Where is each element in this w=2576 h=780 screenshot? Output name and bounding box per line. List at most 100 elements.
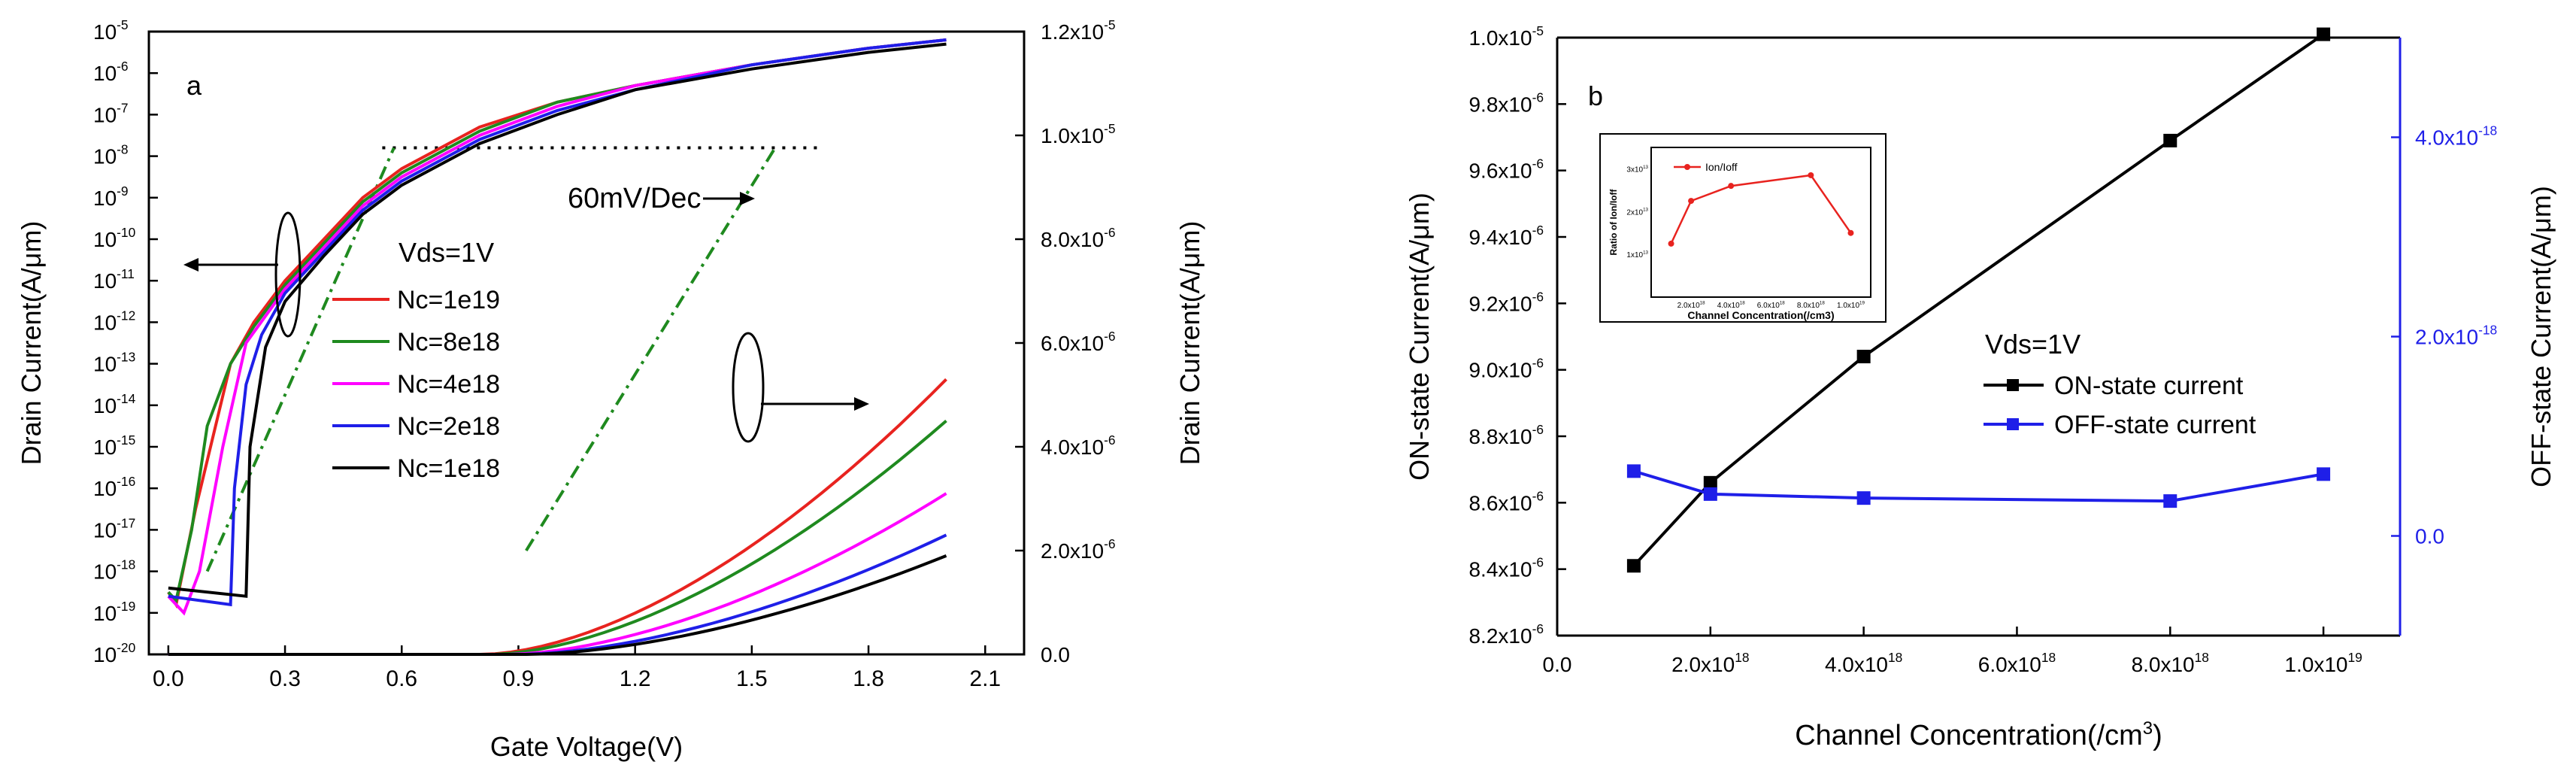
y-left-tick-label-b-text: 8.2x10	[1468, 624, 1532, 648]
y-right-tick-label-b-text: 4.0x10	[2415, 126, 2478, 150]
y-left-tick-label-b-text: 9.0x10	[1468, 359, 1532, 382]
y-left-tick-label-a-exponent: -20	[117, 640, 135, 655]
y-axis-right-label-a: Drain Current(A/μm)	[1174, 221, 1205, 466]
y-left-tick-label-a-text: 10	[93, 187, 117, 210]
x-tick-label-b-exponent: 18	[1888, 650, 1902, 665]
log-curve-nc-1e19	[167, 38, 947, 609]
x-axis-label-b-sup: 3	[2143, 718, 2153, 739]
x-tick-label-a: 0.9	[503, 666, 535, 691]
y-left-tick-label-a-text: 10	[93, 477, 117, 500]
y-left-tick-label-b-exponent: -6	[1532, 90, 1544, 105]
y-left-tick-label-a-exponent: -5	[117, 17, 128, 32]
y-left-tick-label-b-exponent: -6	[1532, 422, 1544, 437]
y-left-tick-label-a: 10-11	[93, 266, 135, 293]
series-point-1	[1703, 487, 1717, 501]
y-left-tick-label-b-text: 8.4x10	[1468, 558, 1532, 581]
x-tick-label-a: 0.3	[269, 666, 301, 691]
legend-label-a: Nc=8e18	[397, 328, 500, 357]
y-left-tick-label-b-exponent: -6	[1532, 621, 1544, 636]
selection-ellipse-left	[274, 211, 302, 338]
y-left-tick-label-b-exponent: -6	[1532, 488, 1544, 503]
y-left-tick-label-b-exponent: -6	[1532, 289, 1544, 304]
legend-label-a: Nc=1e18	[397, 454, 500, 483]
y-left-tick-label-b: 9.6x10-6	[1468, 156, 1544, 183]
slope-annotation-arrow-head	[740, 192, 755, 205]
y-right-tick-label-a: 2.0x10-6	[1041, 536, 1116, 563]
inset-y-tick-label: 3x1013	[1626, 165, 1648, 175]
y-right-tick-label-b: 0.0	[2415, 525, 2444, 548]
y-left-tick-label-b: 9.0x10-6	[1468, 356, 1544, 382]
y-left-tick-label-a-exponent: -14	[117, 391, 135, 406]
inset-plot-frame	[1650, 147, 1871, 298]
y-axis-left-label-b: ON-state Current(A/μm)	[1404, 193, 1435, 481]
y-left-tick-label-a-exponent: -13	[117, 350, 135, 365]
panel-label-a: a	[186, 70, 202, 101]
y-left-tick-label-b-exponent: -5	[1532, 23, 1544, 38]
y-left-tick-label-a-text: 10	[93, 145, 117, 168]
legend-label-a: Nc=2e18	[397, 412, 500, 441]
legend-marker-b	[2007, 418, 2019, 430]
slope-line-left	[205, 147, 395, 572]
inset-x-tick-label-exponent: 18	[1820, 300, 1825, 305]
inset-y-tick-label-exponent: 13	[1643, 208, 1648, 213]
y-right-tick-label-a: 1.2x10-5	[1041, 17, 1116, 44]
y-right-tick-label-a-text: 8.0x10	[1041, 228, 1104, 251]
y-left-tick-label-b: 8.4x10-6	[1468, 555, 1544, 581]
inset-x-axis-label: Channel Concentration(/cm3)	[1687, 309, 1834, 321]
x-tick-label-b: 8.0x1018	[2132, 650, 2209, 676]
inset-x-tick-label: 8.0x1018	[1797, 300, 1825, 310]
y-left-tick-label-a: 10-16	[93, 474, 135, 500]
y-left-tick-label-a-text: 10	[93, 560, 117, 584]
inset-series-point	[1728, 183, 1735, 190]
inset-x-tick-label-exponent: 18	[1740, 300, 1745, 305]
x-tick-label-b: 2.0x1018	[1671, 650, 1749, 676]
x-axis-label-b-end: )	[2153, 720, 2162, 751]
arrow-right-head	[854, 397, 869, 411]
inset-x-tick-label-exponent: 18	[1780, 300, 1785, 305]
panel-label-b: b	[1588, 80, 1603, 111]
y-left-tick-label-b-text: 9.8x10	[1468, 93, 1532, 116]
legend-label-b: OFF-state current	[2054, 411, 2256, 439]
y-left-tick-label-b: 9.2x10-6	[1468, 289, 1544, 315]
y-left-tick-label-a-text: 10	[93, 228, 117, 251]
y-axis-right-label-b: OFF-state Current(A/μm)	[2526, 186, 2556, 487]
y-left-tick-label-b: 9.8x10-6	[1468, 90, 1544, 116]
x-tick-label-b-text: 8.0x10	[2132, 653, 2195, 676]
y-right-tick-label-a: 8.0x10-6	[1041, 225, 1116, 251]
linear-curve-nc-4e18	[168, 492, 947, 656]
inset-x-tick-label-exponent: 18	[1700, 300, 1705, 305]
y-left-tick-label-a-exponent: -7	[117, 100, 128, 115]
series-point-1	[1856, 491, 1871, 505]
y-left-tick-label-a: 10-15	[93, 432, 135, 459]
legend-label-a: Nc=1e19	[397, 286, 500, 314]
y-left-tick-label-a-exponent: -18	[117, 557, 135, 572]
inset-series-point	[1808, 171, 1814, 178]
y-left-tick-label-b: 8.2x10-6	[1468, 621, 1544, 648]
y-left-tick-label-b-text: 9.4x10	[1468, 226, 1532, 249]
y-right-tick-label-b-text: 2.0x10	[2415, 326, 2478, 349]
inset-x-tick-label-text: 6.0x10	[1757, 302, 1780, 310]
y-left-tick-label-b: 8.8x10-6	[1468, 422, 1544, 448]
series-point-1	[2317, 467, 2331, 481]
inset-series-point	[1668, 240, 1674, 247]
log-curve-nc-2e18	[168, 38, 947, 607]
y-left-tick-label-b: 1.0x10-5	[1468, 23, 1544, 50]
x-axis-label-a: Gate Voltage(V)	[490, 731, 683, 762]
y-right-tick-label-a: 1.0x10-5	[1041, 121, 1116, 147]
y-left-tick-label-a-exponent: -17	[117, 515, 135, 530]
y-right-tick-label-a-exponent: -6	[1104, 225, 1115, 240]
y-right-tick-label-b-exponent: -18	[2478, 322, 2497, 337]
y-left-tick-label-a: 10-12	[93, 308, 135, 334]
log-curve-nc-4e18	[167, 38, 947, 616]
y-left-tick-label-a: 10-10	[93, 225, 135, 251]
y-left-tick-label-a-text: 10	[93, 436, 117, 459]
y-left-tick-label-a-exponent: -9	[117, 184, 128, 199]
y-left-tick-label-a-exponent: -11	[117, 266, 135, 281]
y-left-tick-label-a-text: 10	[93, 643, 117, 666]
y-left-tick-label-a: 10-14	[93, 391, 136, 417]
y-right-tick-label-b-text: 0.0	[2415, 525, 2444, 548]
y-left-tick-label-a: 10-13	[93, 350, 135, 376]
series-point-0	[2317, 27, 2331, 41]
series-point-0	[1626, 559, 1641, 573]
y-left-tick-label-a: 10-19	[93, 599, 135, 625]
